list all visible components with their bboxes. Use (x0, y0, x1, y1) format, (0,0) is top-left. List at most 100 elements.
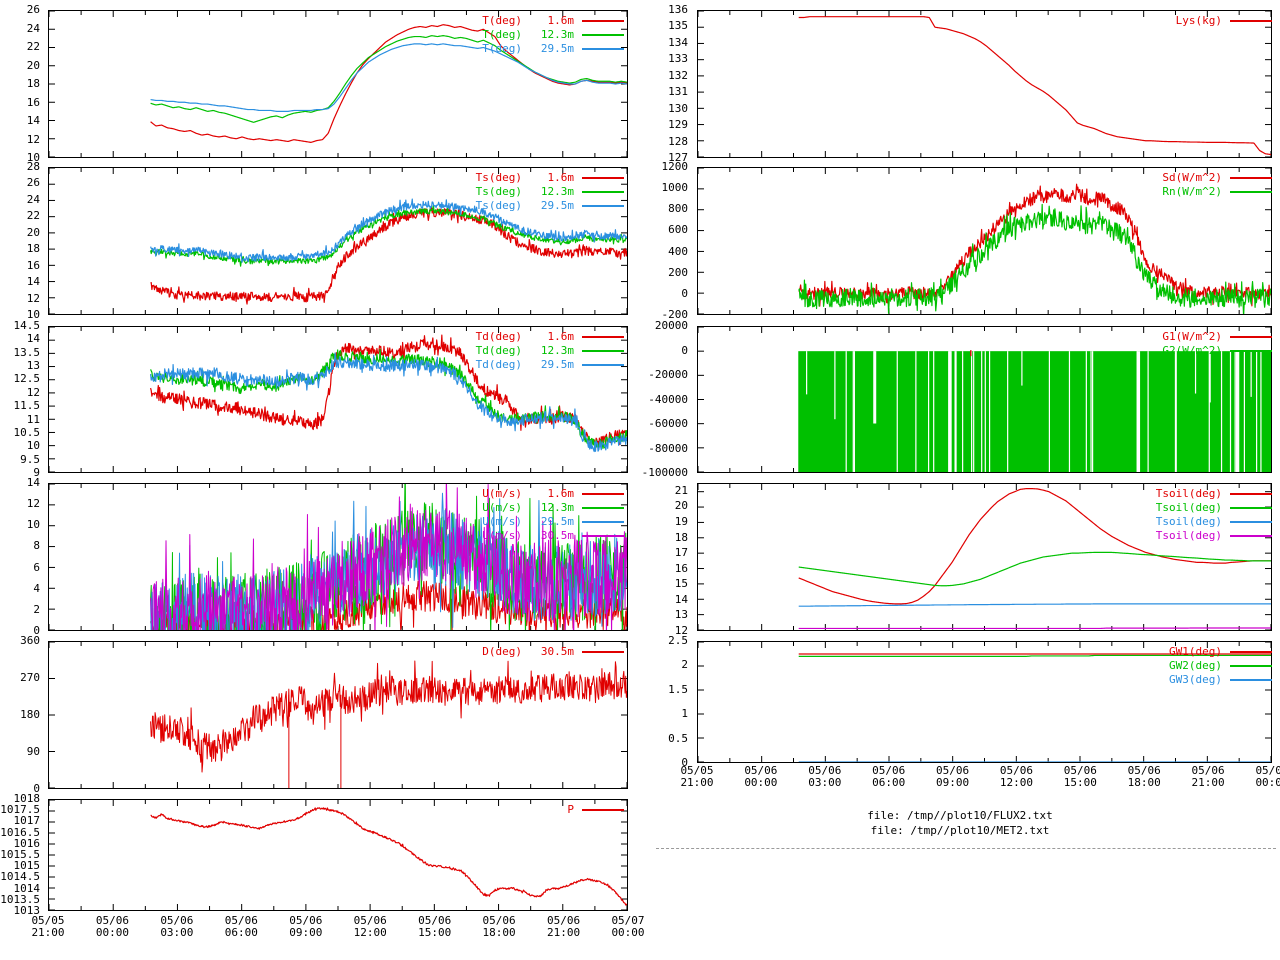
air-temperature-ytick-label: 14 (26, 114, 40, 127)
air-temperature-legend-item[interactable]: T(deg) 12.3m (482, 28, 624, 42)
sonic-temperature-legend-item[interactable]: Ts(deg) 12.3m (476, 185, 624, 199)
lysimeter-mass-legend-item[interactable]: Lys(kg) (1176, 14, 1272, 28)
dewpoint-temperature-ytick-label: 10.5 (13, 425, 41, 439)
soil-heat-flux-legend-item[interactable]: G2(W/m^2) (1162, 344, 1272, 358)
plot-frame-wind-speed[interactable] (48, 483, 628, 631)
sonic-temperature-legend-swatch (582, 205, 624, 207)
lysimeter-mass-canvas (698, 11, 1271, 157)
legend-air-temperature: T(deg) 1.6m T(deg) 12.3m T(deg) 29.5m (482, 14, 624, 56)
sonic-temperature-legend-item[interactable]: Ts(deg) 29.5m (476, 199, 624, 213)
sonic-temperature-legend-label: Ts(deg) 1.6m (475, 171, 574, 184)
groundwater-legend-swatch (1230, 679, 1272, 681)
legend-radiation: Sd(W/m^2) Rn(W/m^2) (1162, 171, 1272, 199)
groundwater-legend-item[interactable]: GW3(deg) (1169, 673, 1272, 687)
lysimeter-mass-ytick-label: 132 (668, 68, 688, 82)
soil-temperature-ytick-label: 12 (674, 624, 688, 637)
plot-frame-air-temperature[interactable] (48, 10, 628, 158)
groundwater-ytick-label: 0 (681, 756, 688, 769)
wind-direction-ytick-label: 90 (26, 745, 40, 758)
pressure-ytick-label: 1017 (13, 814, 41, 828)
radiation-legend-item[interactable]: Rn(W/m^2) (1162, 185, 1272, 199)
panel-lysimeter-mass: 127 128 129 130 131 132 133 134 135 136 Lys(kg) (640, 0, 1280, 163)
left-column-xtick-date: 05/06 (482, 914, 516, 927)
radiation-ytick-label: 1200 (661, 160, 689, 173)
sonic-temperature-canvas (49, 168, 627, 314)
right-column-xtick-label: 05/06 21:00 (1178, 765, 1238, 789)
right-column-xtick-time: 15:00 (1063, 776, 1097, 789)
wind-speed-legend-label: U(m/s) 29.5m (482, 515, 574, 528)
groundwater-legend-item[interactable]: GW2(deg) (1169, 659, 1272, 673)
plot-frame-pressure[interactable] (48, 799, 628, 911)
air-temperature-legend-item[interactable]: T(deg) 29.5m (482, 42, 624, 56)
air-temperature-canvas (49, 11, 627, 157)
pressure-ytick-label: 1013 (13, 904, 41, 917)
dewpoint-temperature-legend-item[interactable]: Td(deg) 1.6m (476, 330, 624, 344)
plot-frame-soil-heat-flux[interactable] (697, 326, 1272, 473)
plot-frame-wind-direction[interactable] (48, 641, 628, 789)
groundwater-ytick-label: 0.5 (668, 731, 688, 745)
dewpoint-temperature-series-line (149, 352, 627, 453)
soil-temperature-legend-label: Tsoil(deg) (1155, 487, 1222, 500)
dewpoint-temperature-legend-item[interactable]: Td(deg) 29.5m (476, 358, 624, 372)
soil-heat-flux-legend-label: G2(W/m^2) (1162, 344, 1222, 357)
lysimeter-mass-legend-swatch (1230, 20, 1272, 22)
footer-file-flux: file: /tmp//plot10/FLUX2.txt (867, 809, 1053, 822)
sonic-temperature-legend-label: Ts(deg) 12.3m (475, 185, 574, 198)
groundwater-legend-item[interactable]: GW1(deg) (1169, 645, 1272, 659)
wind-speed-legend-item[interactable]: U(m/s) 12.3m (482, 501, 624, 515)
wind-speed-legend-label: U(m/s) 30.5m (482, 529, 574, 542)
soil-temperature-legend-item[interactable]: Tsoil(deg) (1156, 501, 1272, 515)
soil-temperature-ticks (698, 484, 1271, 630)
right-column-xtick-label: 05/05 21:00 (667, 765, 727, 789)
plot-frame-groundwater[interactable] (697, 641, 1272, 763)
wind-speed-legend-item[interactable]: U(m/s) 30.5m (482, 529, 624, 543)
radiation-legend-item[interactable]: Sd(W/m^2) (1162, 171, 1272, 185)
soil-temperature-legend-item[interactable]: Tsoil(deg) (1156, 529, 1272, 543)
dewpoint-temperature-legend-label: Td(deg) 12.3m (475, 344, 574, 357)
soil-temperature-legend-item[interactable]: Tsoil(deg) (1156, 515, 1272, 529)
wind-speed-legend-item[interactable]: U(m/s) 29.5m (482, 515, 624, 529)
left-column-xtick-date: 05/06 (224, 914, 258, 927)
pressure-ytick-label: 1017.5 (0, 803, 40, 817)
panel-air-temperature: 10 12 14 16 18 20 22 24 26 T(deg) 1.6m T(deg) 12.3m… (0, 0, 640, 163)
plot-frame-lysimeter-mass[interactable] (697, 10, 1272, 158)
left-column-xtick-label: 05/06 12:00 (340, 915, 400, 939)
sonic-temperature-legend-item[interactable]: Ts(deg) 1.6m (476, 171, 624, 185)
wind-speed-legend-swatch (582, 535, 624, 537)
air-temperature-legend-item[interactable]: T(deg) 1.6m (482, 14, 624, 28)
lysimeter-mass-ticks (698, 11, 1271, 157)
pressure-ytick-label: 1015.5 (0, 848, 40, 861)
left-column-xtick-date: 05/06 (160, 914, 194, 927)
wind-speed-legend-item[interactable]: U(m/s) 1.6m (482, 487, 624, 501)
lysimeter-mass-ytick-label: 131 (668, 85, 688, 99)
soil-heat-flux-legend-item[interactable]: G1(W/m^2) (1162, 330, 1272, 344)
pressure-legend-label: P (567, 803, 574, 816)
air-temperature-ytick-label: 22 (26, 40, 40, 53)
wind-speed-series-line (150, 484, 627, 630)
sonic-temperature-ytick-label: 10 (26, 308, 40, 321)
soil-heat-flux-legend-swatch (1230, 336, 1272, 338)
plot-frame-soil-temperature[interactable] (697, 483, 1272, 631)
dewpoint-temperature-legend-item[interactable]: Td(deg) 12.3m (476, 344, 624, 358)
plot-frame-sonic-temperature[interactable] (48, 167, 628, 315)
left-column-xtick-time: 06:00 (224, 926, 258, 939)
pressure-legend-item[interactable]: P (567, 803, 624, 817)
radiation-legend-swatch (1230, 177, 1272, 179)
plot-frame-dewpoint-temperature[interactable] (48, 326, 628, 473)
soil-temperature-ytick-label: 15 (674, 577, 688, 591)
left-column-xtick-date: 05/06 (418, 914, 452, 927)
left-column-xtick-time: 03:00 (160, 926, 194, 939)
plot-frame-radiation[interactable] (697, 167, 1272, 315)
soil-temperature-ytick-label: 17 (674, 546, 688, 560)
sonic-temperature-series-line (150, 198, 627, 264)
radiation-legend-swatch (1230, 191, 1272, 193)
soil-temperature-legend-item[interactable]: Tsoil(deg) (1156, 487, 1272, 501)
wind-direction-legend-item[interactable]: D(deg) 30.5m (482, 645, 624, 659)
wind-speed-legend-swatch (582, 507, 624, 509)
dewpoint-temperature-ytick-label: 12.5 (13, 372, 41, 386)
pressure-series-line (150, 807, 627, 906)
soil-temperature-series-line (798, 551, 1271, 587)
right-column-xtick-date: 05/06 (935, 764, 970, 777)
dewpoint-temperature-legend-swatch (582, 350, 624, 352)
left-column-xtick-label: 05/05 21:00 (18, 915, 78, 939)
